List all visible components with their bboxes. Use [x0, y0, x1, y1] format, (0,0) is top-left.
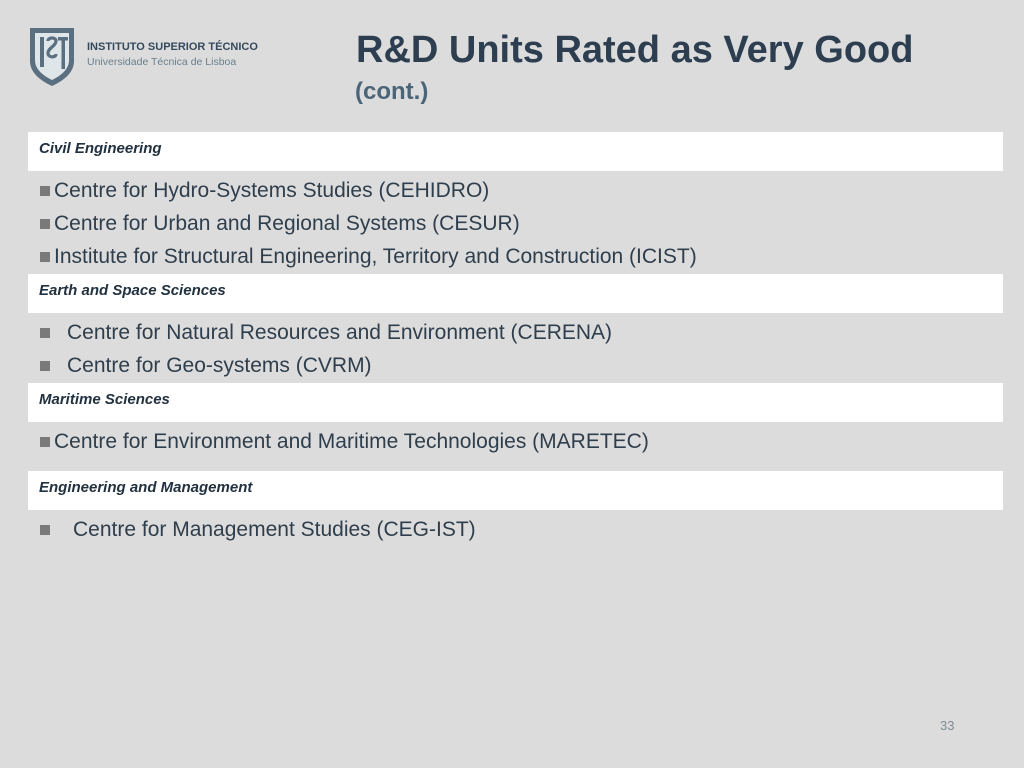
- list-item: Centre for Management Studies (CEG-IST): [40, 518, 476, 542]
- category-header-earth-space-sciences: Earth and Space Sciences: [28, 274, 1003, 313]
- list-item-text: Centre for Geo-systems (CVRM): [67, 354, 372, 377]
- square-bullet-icon: [40, 525, 50, 535]
- list-item: Centre for Natural Resources and Environ…: [40, 321, 612, 345]
- square-bullet-icon: [40, 361, 50, 371]
- list-item-text: Centre for Urban and Regional Systems (C…: [54, 212, 520, 235]
- category-header-civil-engineering: Civil Engineering: [28, 132, 1003, 171]
- list-item: Centre for Urban and Regional Systems (C…: [40, 212, 520, 236]
- category-label: Maritime Sciences: [39, 391, 170, 408]
- list-item-text: Centre for Natural Resources and Environ…: [67, 321, 613, 344]
- category-label: Civil Engineering: [39, 140, 162, 157]
- category-header-maritime-sciences: Maritime Sciences: [28, 383, 1003, 422]
- list-item: Institute for Structural Engineering, Te…: [40, 245, 697, 269]
- list-item: Centre for Geo-systems (CVRM): [40, 354, 372, 378]
- square-bullet-icon: [40, 186, 50, 196]
- square-bullet-icon: [40, 328, 50, 338]
- list-item: Centre for Hydro-Systems Studies (CEHIDR…: [40, 179, 489, 203]
- list-item-text: Centre for Environment and Maritime Tech…: [54, 430, 649, 453]
- category-label: Earth and Space Sciences: [39, 282, 226, 299]
- list-item-text: Centre for Management Studies (CEG-IST): [73, 518, 476, 541]
- list-item-text: Institute for Structural Engineering, Te…: [54, 245, 697, 268]
- institution-subtitle: Universidade Técnica de Lisboa: [87, 56, 237, 68]
- list-item: Centre for Environment and Maritime Tech…: [40, 430, 649, 454]
- square-bullet-icon: [40, 437, 50, 447]
- square-bullet-icon: [40, 219, 50, 229]
- square-bullet-icon: [40, 252, 50, 262]
- ist-logo-icon: [30, 28, 74, 86]
- category-label: Engineering and Management: [39, 479, 253, 496]
- category-header-engineering-management: Engineering and Management: [28, 471, 1003, 510]
- page-number: 33: [940, 718, 955, 733]
- list-item-text: Centre for Hydro-Systems Studies (CEHIDR…: [54, 179, 490, 202]
- slide-subtitle: (cont.): [355, 78, 429, 105]
- slide-title: R&D Units Rated as Very Good: [356, 29, 914, 71]
- institution-name: INSTITUTO SUPERIOR TÉCNICO: [87, 41, 258, 53]
